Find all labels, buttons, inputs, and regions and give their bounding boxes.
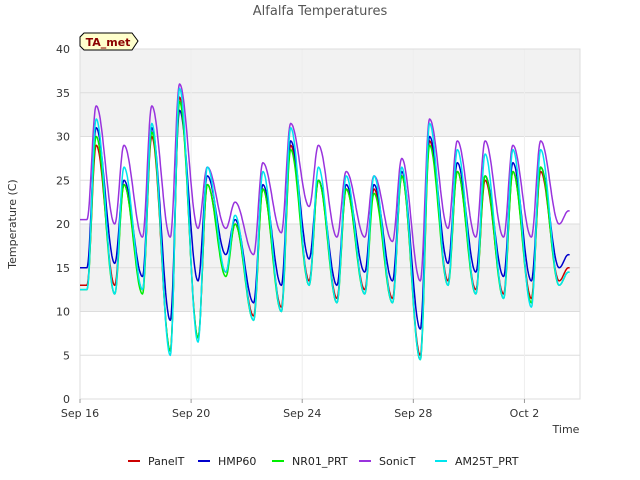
x-tick-label: Sep 24	[283, 407, 321, 420]
x-tick-label: Sep 28	[394, 407, 432, 420]
series-line-am25t-prt	[79, 87, 570, 361]
ta-met-badge: TA_met	[79, 32, 139, 51]
x-tick-label: Sep 20	[172, 407, 210, 420]
x-axis-ticks: Sep 16 Sep 20 Sep 24 Sep 28 Oct 2	[61, 399, 539, 420]
legend-label-nr01-prt: NR01_PRT	[292, 455, 348, 468]
y-tick-label: 10	[56, 306, 70, 319]
y-axis-ticks: 0 5 10 15 20 25 30 35 40	[56, 43, 70, 406]
series-line-sonict	[79, 83, 570, 282]
legend-label-panelt: PanelT	[148, 455, 185, 468]
y-tick-label: 30	[56, 131, 70, 144]
y-tick-label: 15	[56, 262, 70, 275]
x-tick-label: Sep 16	[61, 407, 99, 420]
plot-frame	[79, 48, 581, 400]
y-tick-label: 20	[56, 218, 70, 231]
y-tick-label: 25	[56, 174, 70, 187]
x-axis-label: Time	[552, 423, 580, 436]
legend-label-hmp60: HMP60	[218, 455, 256, 468]
legend: PanelT HMP60 NR01_PRT SonicT AM25T_PRT	[128, 455, 519, 468]
chart-title: Alfalfa Temperatures	[253, 4, 388, 19]
y-tick-label: 0	[63, 393, 70, 406]
y-axis-label: Temperature (C)	[6, 179, 19, 269]
badge-shape	[79, 32, 139, 51]
y-tick-label: 35	[56, 87, 70, 100]
legend-label-sonict: SonicT	[379, 455, 416, 468]
badge-label: TA_met	[86, 36, 131, 49]
series-layer	[79, 83, 570, 361]
x-tick-label: Oct 2	[510, 407, 540, 420]
y-tick-label: 5	[63, 349, 70, 362]
y-tick-label: 40	[56, 43, 70, 56]
legend-label-am25t-prt: AM25T_PRT	[455, 455, 519, 468]
